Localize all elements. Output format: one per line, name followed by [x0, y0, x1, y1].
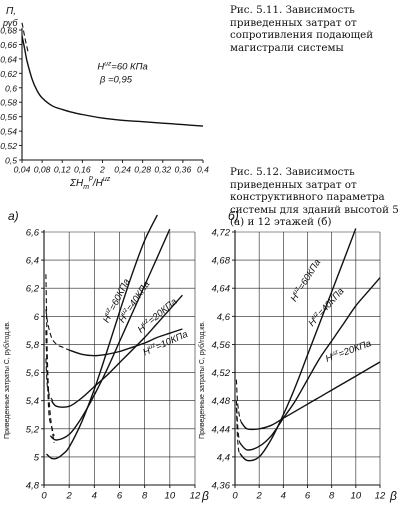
- series-line-2: [240, 361, 381, 431]
- x-tick-label: 0,04: [14, 165, 31, 175]
- y-tick-label: 6: [34, 312, 40, 323]
- y-tick-label: 4,64: [212, 284, 231, 295]
- y-tick-label: 5,2: [26, 424, 40, 435]
- x-tick-label: 0,08: [34, 165, 51, 175]
- fig-5-11-chart: 0,5 0,52 0,54 0,56 0,58 0,6 0,62 0,64 0,66 0,68 0,…: [0, 6, 209, 191]
- series-label: Huz=40КПа: [306, 285, 347, 329]
- figure-5-11-caption: Рис. 5.11. Зависимость приведенных затра…: [230, 4, 410, 54]
- x-tick-label: 6: [117, 491, 123, 502]
- caption-text: Зависимость приведенных затрат от констр…: [230, 166, 399, 229]
- series-line-1: [239, 277, 381, 451]
- annotation-beta: β =0,95: [99, 75, 133, 86]
- y-tick-label: 0,56: [0, 112, 17, 122]
- series-label: Huz=20КПа: [135, 296, 179, 336]
- x-tick-label: 12: [190, 491, 201, 502]
- y-tick-label: 4,48: [212, 396, 231, 407]
- dashed-curve-3: [235, 407, 241, 454]
- figure-5-12-caption: Рис. 5.12. Зависимость приведенных затра…: [230, 166, 410, 229]
- y-tick-label: 0,66: [0, 40, 17, 50]
- y-tick-label: 0,5: [5, 156, 17, 166]
- x-tick-label: 10: [165, 491, 176, 502]
- y-tick-label: 4,52: [212, 368, 231, 379]
- y-tick-label: 4,8: [26, 481, 40, 492]
- y-tick-label: 6,2: [26, 284, 40, 295]
- x-tick-label: 6: [305, 491, 311, 502]
- x-tick-label: 0,4: [197, 165, 209, 175]
- y-tick-label: 0,52: [0, 141, 17, 151]
- x-tick-label: 0,16: [74, 165, 91, 175]
- series-line-1: [49, 228, 171, 441]
- x-tick-label: 0,24: [114, 165, 131, 175]
- fig-5-12a-chart: 4,8 5 5,2 5,4 5,6 5,8 6 6,2 6,4 6,6 0 2 4 6 8 10 12 Huz=6…: [3, 209, 209, 503]
- x-tick-label: 4: [281, 491, 286, 502]
- caption-label: Рис. 5.11.: [230, 4, 283, 16]
- y-tick-label: 5,4: [26, 396, 39, 407]
- y-axis-label: Приведенные затраты С, руб/год.кв.: [3, 321, 11, 439]
- x-tick-label: 2: [256, 491, 263, 502]
- dashed-curve-4: [45, 274, 55, 443]
- y-tick-label: 4,6: [217, 312, 231, 323]
- y-axis-unit: руб: [2, 18, 18, 28]
- y-axis-label: Приведенные затраты С, руб/год.кв.: [198, 321, 206, 439]
- y-tick-label: 4,36: [212, 481, 231, 492]
- caption-text: Зависимость приведенных затрат от сопрот…: [230, 4, 374, 54]
- y-tick-label: 0,62: [0, 69, 17, 79]
- series-line-0: [46, 214, 158, 460]
- dashed-curve-5: [235, 379, 242, 422]
- y-tick-label: 0,54: [0, 127, 17, 137]
- series-label: Huz=60КПа: [288, 257, 323, 304]
- y-tick-label: 0,64: [0, 54, 17, 64]
- y-tick-label: 0,58: [0, 98, 17, 108]
- dashed-curve-7: [45, 309, 70, 351]
- y-tick-label: 5,8: [26, 340, 40, 351]
- y-tick-label: 4,72: [212, 228, 231, 239]
- x-tick-label: 0: [232, 491, 238, 502]
- x-tick-label: 12: [375, 491, 386, 502]
- y-tick-label: 0,6: [5, 83, 17, 93]
- x-tick-label: 0,28: [134, 165, 151, 175]
- dashed-curve-4: [235, 400, 241, 443]
- dashed-curve-1: [21, 22, 29, 52]
- x-tick-label: 8: [142, 491, 148, 502]
- fig-5-12b-chart: 4,36 4,4 4,44 4,48 4,52 4,56 4,6 4,64 4,68 4,72 0 2…: [198, 209, 397, 503]
- y-tick-label: 5,6: [26, 368, 40, 379]
- panel-label: б): [228, 209, 239, 223]
- y-tick-label: 4,56: [212, 340, 231, 351]
- x-tick-label: 0,32: [154, 165, 171, 175]
- series-line-0: [21, 35, 204, 127]
- y-tick-label: 4,44: [212, 424, 231, 435]
- series-line-2: [50, 294, 183, 408]
- caption-label: Рис. 5.12.: [230, 166, 283, 178]
- x-tick-label: 10: [351, 491, 362, 502]
- x-axis-label: β: [201, 489, 209, 503]
- series-label: Huz=60КПа: [100, 277, 132, 325]
- x-axis-label: β: [389, 489, 397, 503]
- annotation-pressure: Huz=60 КПа: [97, 61, 147, 73]
- series-line-3: [68, 328, 183, 357]
- y-tick-label: 6,6: [26, 228, 40, 239]
- y-axis-label: П,: [6, 6, 16, 17]
- x-tick-label: 0,36: [175, 165, 192, 175]
- y-tick-label: 0,68: [0, 26, 17, 36]
- dashed-curve-5: [45, 330, 55, 436]
- panel-label: а): [8, 209, 19, 223]
- x-tick-label: 0: [41, 491, 47, 502]
- y-tick-label: 4,4: [217, 452, 230, 463]
- x-tick-label: 2: [66, 491, 73, 502]
- x-tick-label: 4: [92, 491, 97, 502]
- x-axis-label: ΣHтр/Huz: [69, 175, 111, 191]
- y-tick-label: 5: [34, 452, 40, 463]
- y-tick-label: 6,4: [26, 256, 39, 267]
- x-tick-label: 0,12: [54, 165, 71, 175]
- dashed-curve-6: [45, 358, 54, 401]
- y-tick-label: 4,68: [212, 256, 231, 267]
- series-line-0: [239, 228, 357, 462]
- x-tick-label: 8: [329, 491, 335, 502]
- x-tick-label: 2: [99, 165, 105, 175]
